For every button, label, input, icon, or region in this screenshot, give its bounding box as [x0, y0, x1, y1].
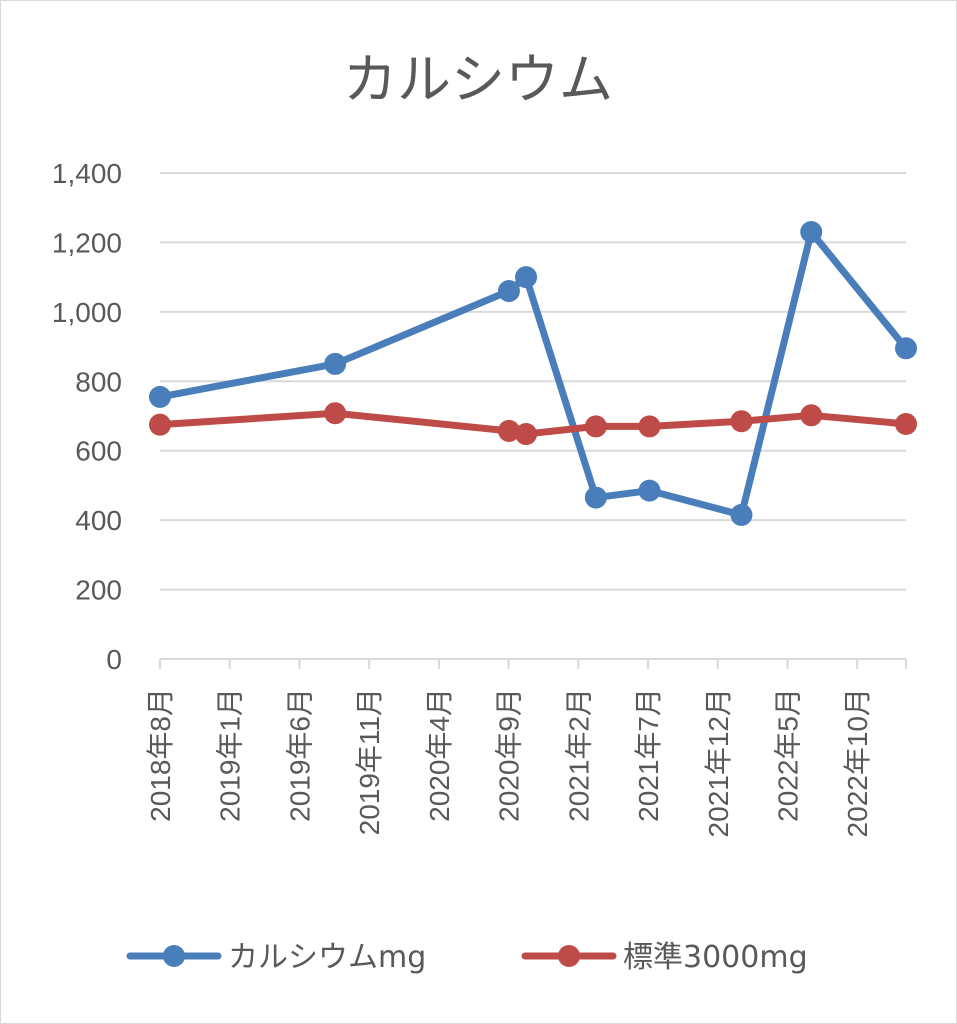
x-tick-label: 2019年11月: [354, 688, 385, 835]
data-point: [895, 337, 917, 360]
data-point: [324, 402, 347, 425]
series-1: [149, 221, 917, 526]
data-point: [638, 415, 661, 438]
gridlines: [160, 172, 906, 591]
x-tick-label: 2021年2月: [563, 688, 594, 822]
x-tick-label: 2022年10月: [842, 688, 873, 837]
series-2: [149, 402, 917, 446]
data-point: [497, 280, 520, 303]
x-tick-label: 2021年12月: [703, 688, 734, 837]
chart-title: カルシウム: [343, 48, 613, 111]
legend-item: 標準3000mg: [521, 940, 808, 975]
data-point: [800, 221, 823, 244]
data-point: [515, 423, 538, 446]
legend-marker: [163, 945, 185, 967]
data-point: [638, 479, 661, 502]
legend-label: 標準3000mg: [623, 940, 808, 975]
series-group: [149, 221, 917, 526]
data-point: [730, 410, 753, 433]
y-tick-label: 800: [75, 366, 122, 397]
legend-label: カルシウムmg: [228, 940, 426, 975]
y-tick-label: 1,200: [52, 227, 122, 258]
legend-item: カルシウムmg: [126, 940, 426, 975]
x-tick-label: 2020年4月: [424, 688, 455, 822]
data-point: [800, 404, 823, 427]
x-tick-label: 2019年1月: [215, 688, 246, 822]
x-axis: 2018年8月 2019年1月 2019年6月 2019年11月 2020年4月 2020…: [145, 658, 907, 837]
data-point: [324, 352, 347, 375]
legend-marker: [558, 945, 580, 967]
x-tick-label: 2021年7月: [633, 688, 664, 822]
data-point: [584, 415, 607, 438]
x-tick-label: 2022年5月: [772, 688, 803, 822]
data-point: [584, 486, 607, 509]
data-point: [515, 266, 538, 289]
legend: カルシウムmg 標準3000mg: [126, 940, 808, 975]
data-point: [497, 419, 520, 442]
y-tick-label: 400: [75, 505, 122, 536]
x-tick-label: 2019年6月: [284, 688, 315, 822]
y-tick-label: 0: [106, 644, 122, 675]
y-tick-label: 1,000: [52, 297, 122, 328]
x-tick-label: 2018年8月: [145, 688, 176, 822]
data-point: [149, 413, 171, 436]
data-point: [895, 412, 917, 435]
data-point: [149, 385, 171, 408]
data-point: [730, 503, 753, 526]
y-tick-label: 1,400: [52, 158, 122, 189]
y-tick-label: 600: [75, 436, 122, 467]
y-tick-label: 200: [75, 575, 122, 606]
x-tick-label: 2020年9月: [494, 688, 525, 822]
y-axis-tick-labels: 0 200 400 600 800 1,000 1,200 1,400: [52, 158, 122, 675]
